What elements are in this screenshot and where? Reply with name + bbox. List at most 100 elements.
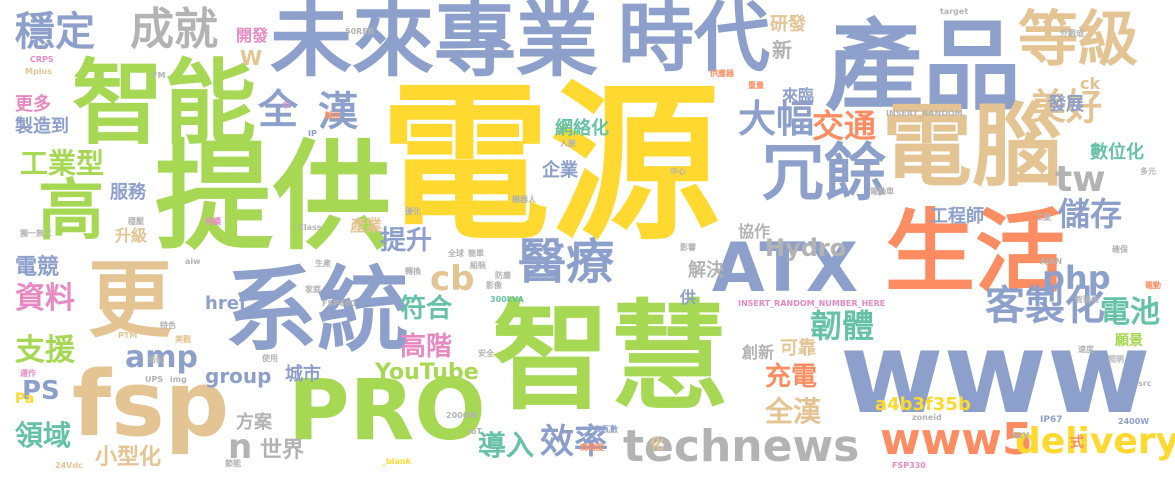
word-cloud-word: 美觀: [175, 335, 191, 344]
word-cloud-word: 資料: [15, 281, 75, 316]
word-cloud-word: 充電: [765, 362, 818, 392]
word-cloud-word: PRO: [288, 361, 486, 459]
word-cloud-word: INSERT_RANDOM_NUMBER_HERE: [738, 299, 886, 308]
word-cloud-word: 2400W: [1118, 417, 1150, 426]
word-cloud-word: W: [240, 46, 263, 70]
word-cloud-word: 式: [1070, 435, 1084, 451]
word-cloud-word: www: [840, 309, 1151, 439]
word-cloud-word: cb: [430, 259, 475, 299]
word-cloud-word: 確保: [1112, 245, 1128, 254]
word-cloud-word: 中: [282, 101, 290, 110]
word-cloud-word: Pa: [15, 391, 35, 407]
word-cloud-word: 美好: [1030, 87, 1103, 128]
word-cloud-word: php: [1042, 259, 1111, 297]
word-cloud-word: 2000W: [446, 411, 478, 420]
word-cloud-word: INSERT_RANDOM_: [886, 109, 967, 118]
word-cloud-word: 工業: [1035, 213, 1051, 222]
word-cloud-word: 發展: [1048, 94, 1084, 115]
word-cloud-word: 客製化: [985, 283, 1105, 329]
word-cloud-word: 企業: [542, 160, 578, 181]
word-cloud-word: _blank: [382, 457, 411, 466]
word-cloud-word: 速度: [1078, 345, 1094, 354]
word-cloud-word: 生產: [315, 259, 331, 268]
word-cloud-word: 可靠: [780, 338, 816, 359]
word-cloud-word: Mplus: [25, 67, 52, 76]
word-cloud-word: 等級: [1018, 5, 1138, 75]
word-cloud-word: 穩定: [15, 9, 95, 55]
word-cloud-word: 影像: [486, 281, 502, 290]
word-cloud-word: src: [1138, 379, 1152, 388]
word-cloud-word: 產業: [350, 216, 383, 235]
word-cloud-word: 系統: [225, 257, 410, 364]
word-cloud-word: 工業型: [20, 147, 105, 180]
word-cloud-word: 使用: [262, 354, 278, 363]
word-cloud-word: CRPS: [30, 55, 54, 64]
word-cloud-word: 提升: [380, 226, 433, 256]
word-cloud-word: 多元: [1140, 167, 1156, 176]
word-cloud-word: delivery: [1015, 421, 1175, 462]
word-cloud-word: 製造到: [15, 116, 69, 137]
word-cloud-word: 城市: [285, 364, 321, 385]
word-cloud-word: Class: [298, 223, 322, 232]
word-cloud-word: 新: [772, 38, 792, 62]
word-cloud-word: fsp: [72, 352, 230, 457]
word-cloud-word: 全漢: [765, 395, 822, 428]
word-cloud-word: IP: [308, 129, 317, 138]
word-cloud-word: 符合: [400, 294, 453, 324]
word-cloud-word: 高精度: [580, 443, 604, 452]
word-cloud-word: 小型化: [95, 445, 162, 470]
word-cloud-word: group: [205, 364, 272, 388]
word-cloud-word: href: [205, 293, 247, 314]
word-cloud-word: 輸出: [325, 111, 341, 120]
word-cloud-word: 高: [38, 172, 104, 249]
word-cloud-word: 工程師: [930, 206, 984, 227]
word-cloud-word: 交通: [812, 107, 877, 145]
word-cloud-word: 服務: [110, 182, 146, 203]
word-cloud-word: IP67: [1040, 415, 1063, 425]
word-cloud-word: 化: [650, 437, 664, 453]
word-cloud-word: n: [228, 427, 253, 467]
word-cloud-word: 供應器: [710, 69, 734, 78]
word-cloud-word: 儲存: [1058, 195, 1123, 233]
word-cloud-word: 電源: [380, 66, 721, 264]
word-cloud-word: 搭配: [148, 355, 164, 364]
word-cloud-word: 機器人: [512, 195, 536, 204]
word-cloud-word: PTM: [118, 331, 138, 340]
word-cloud-word: YouTube: [375, 360, 479, 385]
word-cloud-word: target: [940, 7, 969, 16]
word-cloud-word: 未來專業: [270, 0, 599, 88]
word-cloud-word: 研發: [770, 14, 806, 35]
word-cloud-word: FSP330: [892, 461, 926, 470]
word-cloud-word: 中心: [670, 167, 686, 176]
word-cloud-word: 防塵: [495, 271, 511, 280]
word-cloud-word: 智能化: [1075, 295, 1099, 304]
word-cloud-word: 電動: [1145, 281, 1161, 290]
word-cloud-word: 簡單: [468, 249, 484, 258]
word-cloud-word: zoneid: [912, 413, 942, 422]
word-cloud-word: 更: [88, 251, 173, 349]
word-cloud-word: 影響: [680, 243, 696, 252]
word-cloud-word: 供: [680, 288, 697, 307]
word-cloud-word: 領域: [15, 419, 72, 452]
word-cloud-word: tw: [1055, 159, 1106, 200]
word-cloud-word: ck: [1080, 74, 1101, 93]
word-cloud-word: technews: [623, 421, 860, 472]
word-cloud-word: 全球: [448, 249, 464, 258]
word-cloud-word: ATX: [712, 229, 859, 308]
word-cloud-word: 電池: [1100, 295, 1160, 330]
word-cloud-word: 成就: [130, 4, 218, 55]
word-cloud-word: 人臉: [560, 139, 576, 148]
word-cloud-word: 24Vdc: [55, 461, 83, 470]
word-cloud-word: 導入: [478, 429, 535, 462]
word-cloud-word: 轉換: [405, 267, 421, 276]
word-cloud-word: 電動車: [870, 187, 894, 196]
word-cloud-word: 開發: [236, 26, 269, 45]
word-cloud-word: 重量: [748, 81, 764, 90]
word-cloud-word: 節能: [225, 459, 241, 468]
word-cloud-word: AJAN: [1040, 257, 1063, 266]
word-cloud-word: 300kVA: [490, 295, 524, 304]
word-cloud-word: 支援: [15, 333, 75, 368]
word-cloud-word: 協作: [738, 222, 771, 241]
word-cloud-word: UPS: [145, 375, 164, 384]
